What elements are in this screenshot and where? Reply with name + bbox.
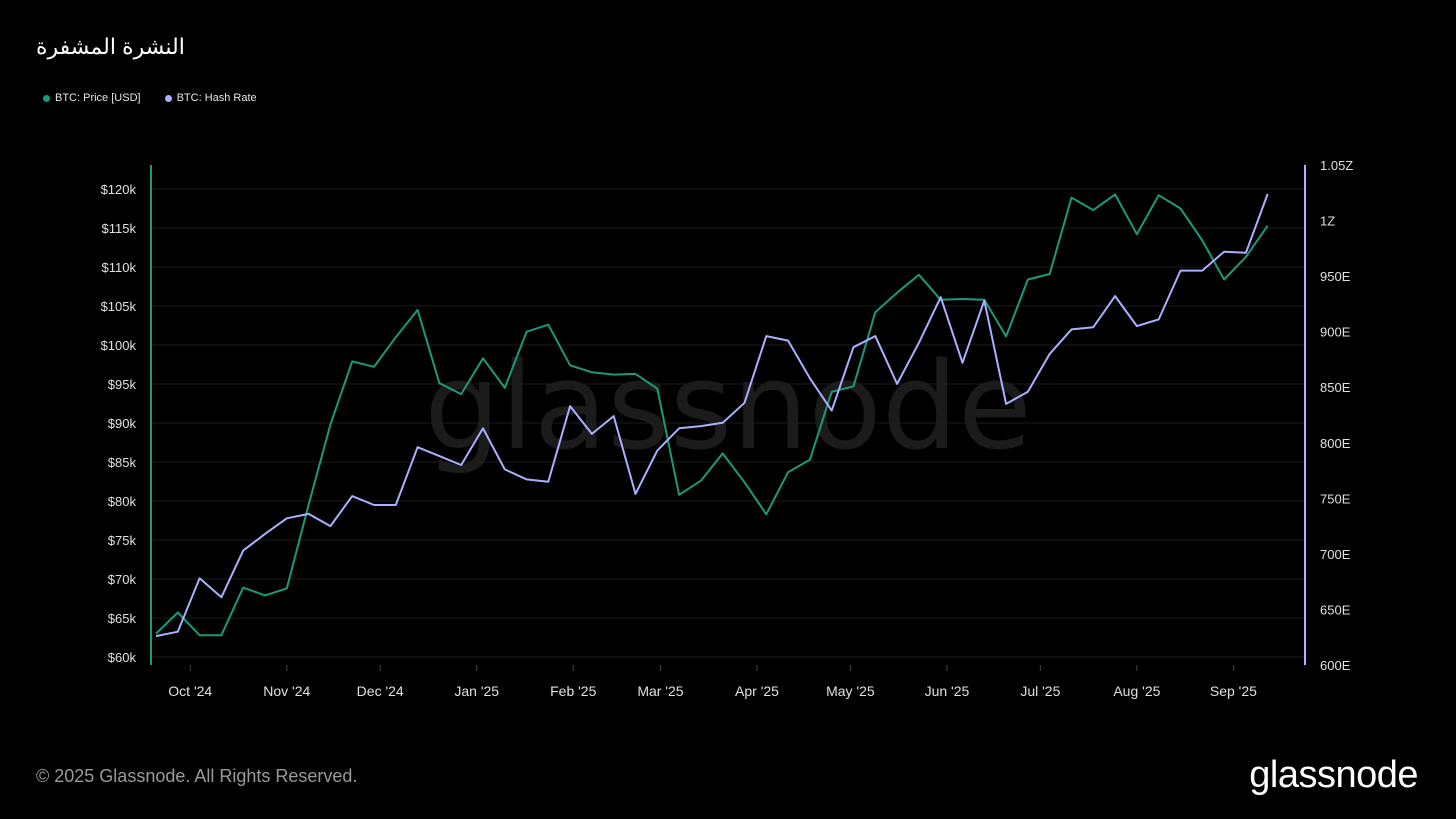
y-left-tick-label: $100k <box>101 338 137 353</box>
chart-title: النشرة المشفرة <box>36 34 185 59</box>
y-right-tick-label: 850E <box>1320 380 1351 395</box>
y-left-tick-label: $115k <box>102 221 137 236</box>
y-left-tick-label: $75k <box>108 533 137 548</box>
y-right-tick-label: 800E <box>1320 436 1351 451</box>
y-left-tick-label: $120k <box>101 182 137 197</box>
y-left-tick-label: $80k <box>108 494 137 509</box>
y-right-tick-label: 1Z <box>1320 214 1335 229</box>
y-left-tick-label: $110k <box>102 260 137 275</box>
x-tick-label: Apr '25 <box>735 683 779 699</box>
legend: BTC: Price [USD] BTC: Hash Rate <box>43 92 257 104</box>
x-tick-label: Mar '25 <box>637 683 683 699</box>
legend-dot-price <box>43 94 50 102</box>
x-tick-label: Nov '24 <box>263 683 310 699</box>
y-left-tick-label: $60k <box>108 650 137 665</box>
x-tick-label: Sep '25 <box>1210 683 1257 699</box>
y-left-tick-label: $95k <box>108 377 137 392</box>
watermark: glassnode <box>424 338 1032 477</box>
x-tick-label: Aug '25 <box>1113 683 1160 699</box>
series-line-hashrate <box>155 193 1269 638</box>
x-tick-label: May '25 <box>826 683 875 699</box>
glassnode-logo: glassnode <box>1249 754 1418 796</box>
y-left-tick-label: $85k <box>108 455 137 470</box>
x-tick-label: Feb '25 <box>550 683 596 699</box>
y-right-tick-label: 600E <box>1320 658 1351 673</box>
y-right-tick-label: 750E <box>1320 491 1351 506</box>
copyright-footer: © 2025 Glassnode. All Rights Reserved. <box>36 766 358 786</box>
x-tick-label: Jul '25 <box>1020 683 1060 699</box>
y-right-tick-label: 700E <box>1320 547 1351 562</box>
y-left-tick-label: $70k <box>108 572 137 587</box>
series-line-price <box>155 193 1269 637</box>
y-left-tick-label: $65k <box>108 611 137 626</box>
legend-label-price: BTC: Price [USD] <box>55 92 141 104</box>
y-right-tick-label: 650E <box>1320 602 1351 617</box>
x-tick-label: Oct '24 <box>168 683 212 699</box>
y-left-tick-label: $90k <box>108 416 137 431</box>
y-right-tick-label: 1.05Z <box>1320 158 1353 173</box>
legend-item-hashrate[interactable]: BTC: Hash Rate <box>164 92 257 104</box>
legend-label-hashrate: BTC: Hash Rate <box>176 92 257 104</box>
legend-item-price[interactable]: BTC: Price [USD] <box>43 92 141 104</box>
x-tick-label: Jan '25 <box>454 683 499 699</box>
y-right-tick-label: 950E <box>1320 269 1351 284</box>
x-tick-label: Dec '24 <box>357 683 404 699</box>
x-tick-label: Jun '25 <box>925 683 970 699</box>
legend-dot-hashrate <box>164 94 172 102</box>
y-left-tick-label: $105k <box>101 299 137 314</box>
y-right-tick-label: 900E <box>1320 325 1351 340</box>
